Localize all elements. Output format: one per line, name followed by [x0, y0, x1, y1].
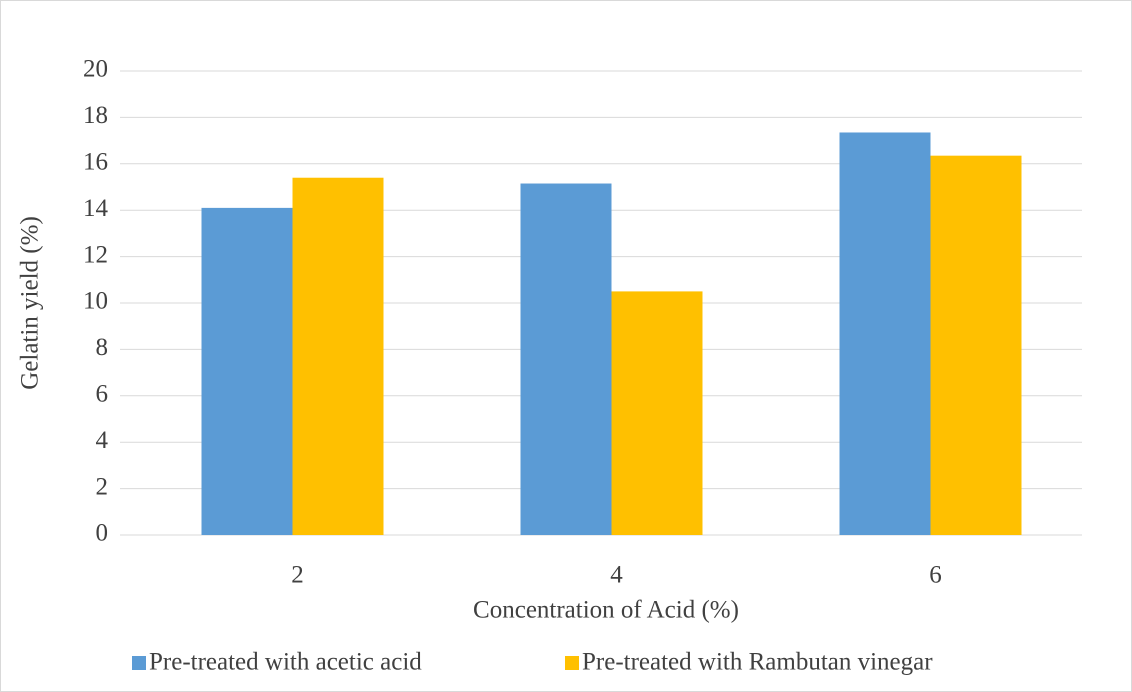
- y-axis-label: Gelatin yield (%): [17, 216, 44, 390]
- bar: [612, 291, 703, 535]
- y-tick-label: 10: [83, 288, 108, 315]
- y-tick-label: 6: [96, 381, 109, 408]
- y-tick-label: 14: [83, 195, 109, 222]
- y-tick-label: 2: [96, 473, 109, 500]
- bar: [840, 132, 931, 535]
- legend-label: Pre-treated with Rambutan vinegar: [582, 649, 933, 676]
- y-tick-label: 18: [83, 102, 108, 129]
- y-tick-label: 8: [96, 334, 109, 361]
- chart: Concentration of Acid (%) Gelatin yield …: [0, 0, 1132, 692]
- y-tick-label: 0: [96, 520, 109, 547]
- bar: [202, 208, 293, 535]
- x-tick-label: 2: [291, 562, 304, 589]
- x-axis-label: Concentration of Acid (%): [473, 597, 739, 624]
- y-tick-label: 20: [83, 56, 108, 83]
- y-tick-label: 12: [83, 241, 108, 268]
- x-tick-label: 6: [929, 562, 942, 589]
- bar: [521, 184, 612, 535]
- y-tick-label: 4: [96, 427, 109, 454]
- x-tick-label: 4: [610, 562, 623, 589]
- y-tick-label: 16: [83, 149, 108, 176]
- bar: [293, 178, 384, 535]
- legend-label: Pre-treated with acetic acid: [149, 649, 422, 676]
- bar: [931, 156, 1022, 535]
- legend-swatch: [132, 656, 146, 670]
- legend-swatch: [565, 656, 579, 670]
